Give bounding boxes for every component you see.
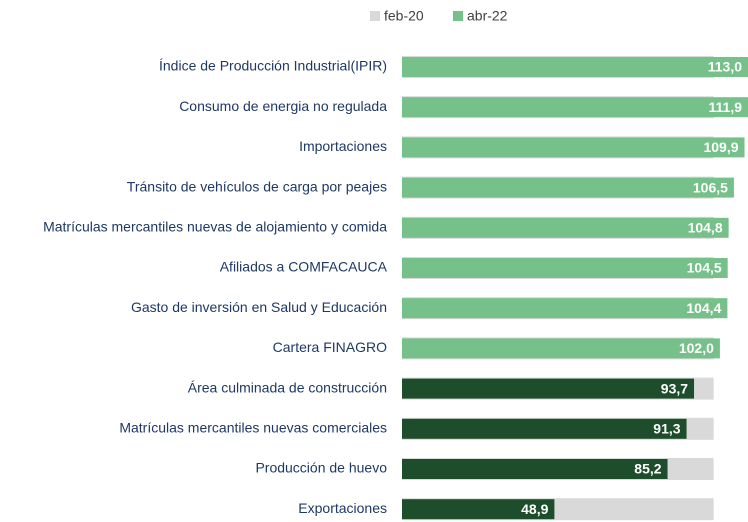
value-label: 104,8 xyxy=(688,220,723,236)
category-label: Cartera FINAGRO xyxy=(273,339,387,355)
category-label: Área culminada de construcción xyxy=(188,379,387,395)
bar xyxy=(402,298,728,319)
value-label: 85,2 xyxy=(634,461,661,477)
bar xyxy=(402,338,720,359)
bar xyxy=(402,137,745,158)
bar xyxy=(402,258,728,278)
category-label: Consumo de energia no regulada xyxy=(179,98,387,114)
value-label: 93,7 xyxy=(661,380,688,396)
value-label: 48,9 xyxy=(521,501,548,517)
bar xyxy=(402,459,668,479)
bar xyxy=(402,97,748,118)
category-label: Exportaciones xyxy=(298,500,387,516)
category-label: Producción de huevo xyxy=(255,460,387,476)
value-label: 106,5 xyxy=(693,179,728,195)
value-label: 111,9 xyxy=(709,99,743,115)
legend-swatch xyxy=(370,11,380,21)
value-label: 113,0 xyxy=(708,59,742,75)
bar xyxy=(402,217,729,238)
bar xyxy=(402,177,734,198)
category-label: Índice de Producción Industrial(IPIR) xyxy=(159,58,387,74)
value-label: 91,3 xyxy=(653,421,680,437)
legend-label: abr-22 xyxy=(467,8,508,24)
category-label: Afiliados a COMFACAUCA xyxy=(220,259,388,275)
category-label: Matrículas mercantiles nuevas de alojami… xyxy=(43,219,387,235)
bar xyxy=(402,499,555,520)
category-label: Gasto de inversión en Salud y Educación xyxy=(131,299,387,315)
value-label: 104,4 xyxy=(686,300,721,316)
bar xyxy=(402,418,687,439)
bar xyxy=(402,57,748,77)
legend-label: feb-20 xyxy=(384,8,424,24)
value-label: 102,0 xyxy=(679,340,714,356)
legend-swatch xyxy=(453,11,463,21)
value-label: 104,5 xyxy=(687,260,722,276)
category-label: Tránsito de vehículos de carga por peaje… xyxy=(127,178,387,194)
category-label: Importaciones xyxy=(299,138,387,154)
bar xyxy=(402,378,695,399)
category-label: Matrículas mercantiles nuevas comerciale… xyxy=(119,420,387,436)
value-label: 109,9 xyxy=(703,139,738,155)
